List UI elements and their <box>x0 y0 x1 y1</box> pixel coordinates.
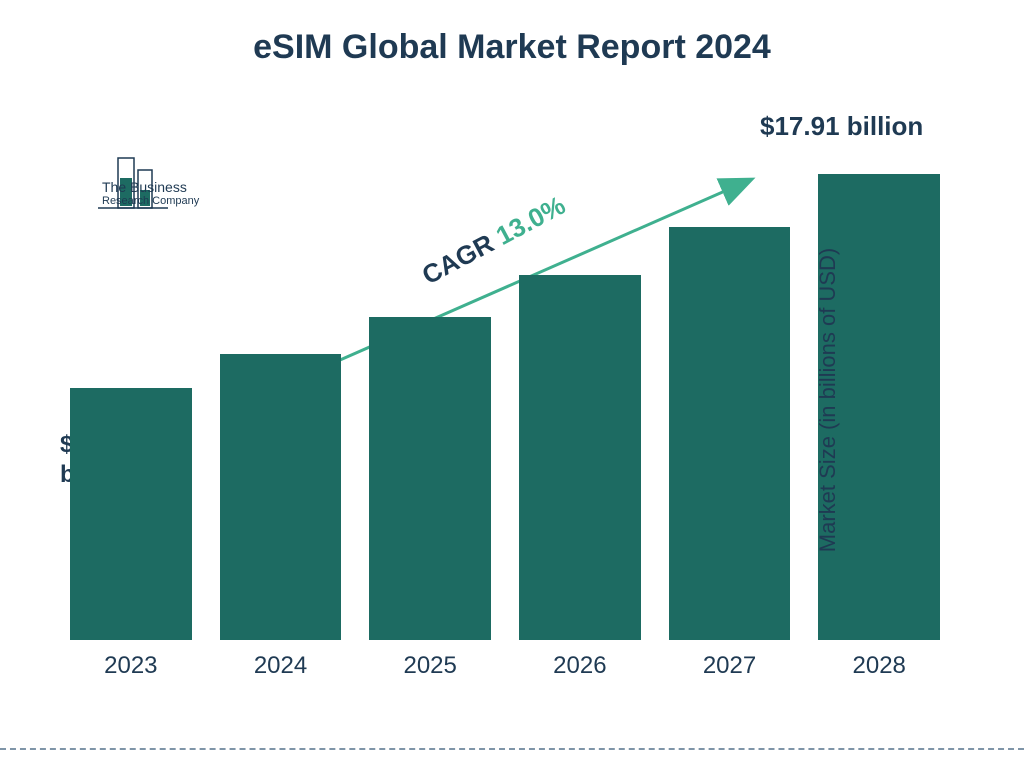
x-tick-label: 2028 <box>818 646 940 680</box>
bar-col <box>220 354 342 640</box>
bar <box>70 388 192 640</box>
x-tick-label: 2026 <box>519 646 641 680</box>
x-tick-label: 2025 <box>369 646 491 680</box>
bar <box>369 317 491 640</box>
bar-col <box>669 227 791 640</box>
x-tick-label: 2023 <box>70 646 192 680</box>
page-title: eSIM Global Market Report 2024 <box>0 0 1024 67</box>
y-axis-label: Market Size (in billions of USD) <box>815 248 841 552</box>
bar-col <box>369 317 491 640</box>
bar <box>220 354 342 640</box>
bar-col <box>519 275 641 640</box>
bar-chart: $9.69 billion $11 billion $17.91 billion… <box>70 120 940 680</box>
bar <box>669 227 791 640</box>
bar <box>519 275 641 640</box>
x-axis-labels: 2023 2024 2025 2026 2027 2028 <box>70 646 940 680</box>
x-tick-label: 2024 <box>220 646 342 680</box>
x-tick-label: 2027 <box>669 646 791 680</box>
bar-col <box>70 388 192 640</box>
footer-divider <box>0 748 1024 750</box>
bars-container <box>70 120 940 640</box>
